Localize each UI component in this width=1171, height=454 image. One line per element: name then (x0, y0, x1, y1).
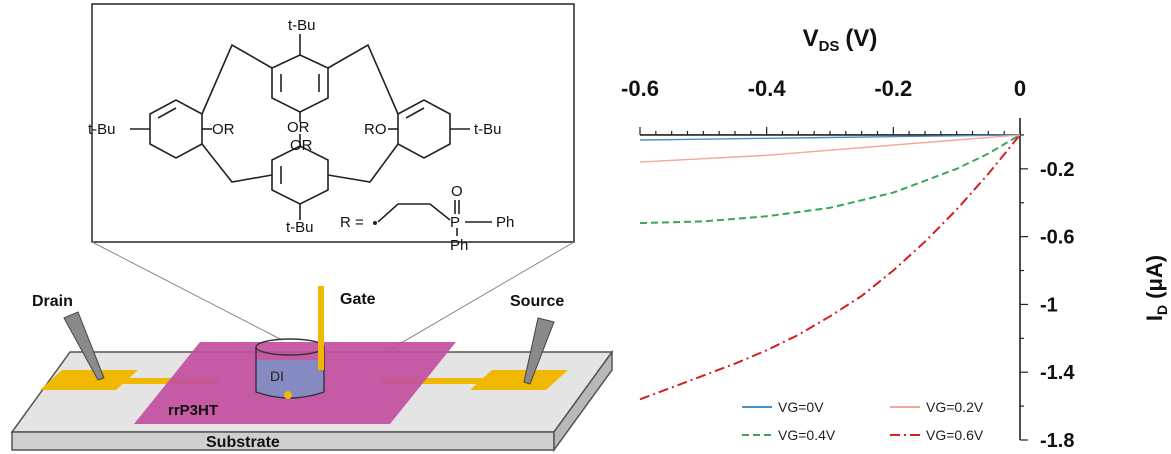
source-electrode (470, 370, 568, 390)
legend-label: VG=0.2V (926, 399, 984, 415)
calixarene-structure (130, 34, 492, 236)
oxy-bottom-label: OR (290, 137, 313, 154)
series-line-vg-0v (639, 134, 1021, 141)
oxy-top-label: OR (287, 119, 310, 136)
tbu-left-label: t-Bu (88, 121, 116, 138)
x-tick-label: -0.4 (748, 76, 787, 101)
molecule-panel: t-Bu t-Bu t-Bu t-Bu OR OR RO OR R = O P … (88, 3, 575, 361)
chart-tick-labels: -0.6 -0.4 -0.2 0 -0.2 -0.6 -1 -1.4 -1.8 (621, 76, 1075, 452)
drain-electrode (40, 370, 138, 390)
x-tick-label: -0.2 (874, 76, 912, 101)
r-group-label: R = (340, 214, 364, 231)
water-volume (256, 360, 324, 398)
y-tick-label: -1.4 (1040, 362, 1075, 384)
oxy-right-label: RO (364, 121, 387, 138)
y-tick-label: -0.6 (1040, 227, 1074, 249)
legend-label: VG=0.6V (926, 427, 984, 443)
legend-label: VG=0V (778, 399, 824, 415)
y-axis-title: ID(μA) (1142, 255, 1170, 321)
x-tick-label: 0 (1014, 76, 1026, 101)
gate-tip (284, 391, 292, 399)
series-line-vg-0-2v (639, 134, 1021, 163)
series-line-vg-0-4v (639, 134, 1021, 225)
drain-probe (63, 311, 105, 381)
y-tick-label: -1.8 (1040, 430, 1074, 452)
molecule-frame (91, 3, 575, 243)
id-vds-chart: -0.6 -0.4 -0.2 0-0.2-0.6-1-1.4-1.8 VG=0V VG=… (621, 25, 1170, 452)
chart-legend: VG=0V VG=0.2V VG=0.4V VG=0.6V (742, 399, 984, 443)
callout-line-left (91, 241, 283, 341)
electrolyte-cell: DI (255, 338, 325, 399)
r-group-phenyl-1: Ph (496, 214, 514, 231)
y-tick-label: -1 (1040, 294, 1058, 316)
substrate-front (11, 431, 555, 451)
r-group-oxygen: O (451, 183, 463, 200)
r-group-phosphorus: P (450, 214, 460, 231)
gate-electrode (318, 286, 324, 370)
tbu-top-label: t-Bu (288, 17, 316, 34)
source-label: Source (510, 293, 564, 310)
substrate-side (553, 349, 613, 453)
x-axis-title: VDS (V) (803, 25, 878, 55)
chart-axes (639, 118, 1028, 441)
chart-series (639, 134, 1021, 401)
gate-label: Gate (340, 291, 376, 308)
tbu-bottom-label: t-Bu (286, 219, 314, 236)
substrate-label: Substrate (206, 434, 280, 451)
drain-label: Drain (32, 293, 73, 310)
r-group-bond-dot (373, 221, 377, 225)
y-tick-label: -0.2 (1040, 159, 1074, 181)
legend-label: VG=0.4V (778, 427, 836, 443)
polymer-label: rrP3HT (168, 402, 218, 419)
r-group-phenyl-2: Ph (450, 237, 468, 254)
dielectric-label: DI (270, 368, 284, 384)
source-probe (523, 317, 555, 385)
x-tick-label: -0.6 (621, 76, 659, 101)
oxy-left-label: OR (212, 121, 235, 138)
series-line-vg-0-6v (639, 134, 1021, 401)
callout-line-right (371, 241, 575, 361)
device-diagram: Substrate rrP3HT DI Gate Drain Source (10, 286, 614, 453)
tbu-right-label: t-Bu (474, 121, 502, 138)
